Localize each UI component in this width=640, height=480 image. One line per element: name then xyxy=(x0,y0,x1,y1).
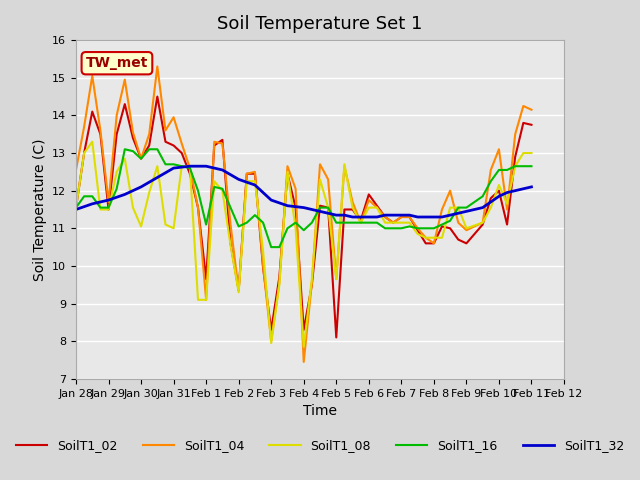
Line: SoilT1_04: SoilT1_04 xyxy=(76,66,531,362)
SoilT1_32 xyxy=(340,212,348,218)
SoilT1_32 xyxy=(137,184,145,190)
SoilT1_08 xyxy=(300,344,308,350)
SoilT1_32 xyxy=(527,184,535,190)
Line: SoilT1_02: SoilT1_02 xyxy=(76,96,531,337)
SoilT1_04 xyxy=(381,214,389,220)
SoilT1_32 xyxy=(186,163,194,169)
SoilT1_32 xyxy=(88,201,96,207)
Y-axis label: Soil Temperature (C): Soil Temperature (C) xyxy=(33,138,47,281)
SoilT1_32 xyxy=(72,206,80,212)
SoilT1_02 xyxy=(332,335,340,340)
Text: TW_met: TW_met xyxy=(86,56,148,70)
SoilT1_04 xyxy=(80,124,88,130)
SoilT1_32 xyxy=(495,193,503,199)
SoilT1_32 xyxy=(105,197,113,203)
SoilT1_32 xyxy=(430,214,438,220)
SoilT1_32 xyxy=(154,175,161,180)
SoilT1_02 xyxy=(340,206,348,212)
SoilT1_08 xyxy=(527,150,535,156)
SoilT1_16 xyxy=(430,226,438,231)
SoilT1_32 xyxy=(121,192,129,197)
SoilT1_16 xyxy=(340,220,348,226)
SoilT1_16 xyxy=(121,146,129,152)
X-axis label: Time: Time xyxy=(303,404,337,418)
SoilT1_02 xyxy=(243,171,251,177)
SoilT1_32 xyxy=(397,212,405,218)
Legend: SoilT1_02, SoilT1_04, SoilT1_08, SoilT1_16, SoilT1_32: SoilT1_02, SoilT1_04, SoilT1_08, SoilT1_… xyxy=(11,434,629,457)
SoilT1_02 xyxy=(80,150,88,156)
Line: SoilT1_32: SoilT1_32 xyxy=(76,166,531,217)
SoilT1_32 xyxy=(487,199,495,205)
SoilT1_02 xyxy=(527,122,535,128)
SoilT1_16 xyxy=(268,244,275,250)
SoilT1_04 xyxy=(154,63,161,69)
Title: Soil Temperature Set 1: Soil Temperature Set 1 xyxy=(218,15,422,33)
SoilT1_32 xyxy=(300,204,308,210)
SoilT1_32 xyxy=(202,163,210,169)
SoilT1_32 xyxy=(470,206,478,212)
SoilT1_32 xyxy=(170,165,177,171)
SoilT1_02 xyxy=(72,204,80,210)
SoilT1_32 xyxy=(332,212,340,218)
SoilT1_32 xyxy=(365,214,372,220)
SoilT1_02 xyxy=(381,214,389,220)
SoilT1_32 xyxy=(479,204,486,210)
SoilT1_32 xyxy=(381,212,389,218)
SoilT1_16 xyxy=(381,226,389,231)
SoilT1_32 xyxy=(406,212,413,218)
SoilT1_08 xyxy=(365,204,372,210)
SoilT1_32 xyxy=(503,190,511,195)
SoilT1_04 xyxy=(340,163,348,169)
SoilT1_04 xyxy=(300,359,308,365)
SoilT1_32 xyxy=(316,208,324,214)
SoilT1_32 xyxy=(284,203,291,209)
SoilT1_32 xyxy=(235,177,243,182)
SoilT1_04 xyxy=(365,197,372,203)
SoilT1_02 xyxy=(365,192,372,197)
SoilT1_08 xyxy=(243,179,251,184)
Line: SoilT1_08: SoilT1_08 xyxy=(76,142,531,347)
SoilT1_16 xyxy=(72,204,80,210)
SoilT1_16 xyxy=(527,163,535,169)
SoilT1_32 xyxy=(349,214,356,220)
SoilT1_32 xyxy=(218,167,227,173)
SoilT1_32 xyxy=(422,214,429,220)
SoilT1_32 xyxy=(438,214,446,220)
SoilT1_02 xyxy=(430,240,438,246)
SoilT1_02 xyxy=(154,94,161,99)
SoilT1_32 xyxy=(268,197,275,203)
SoilT1_04 xyxy=(72,167,80,173)
SoilT1_08 xyxy=(80,150,88,156)
SoilT1_16 xyxy=(243,220,251,226)
SoilT1_32 xyxy=(373,214,381,220)
SoilT1_32 xyxy=(389,212,397,218)
SoilT1_32 xyxy=(511,188,519,193)
Line: SoilT1_16: SoilT1_16 xyxy=(76,149,531,247)
SoilT1_32 xyxy=(454,210,462,216)
SoilT1_08 xyxy=(340,161,348,167)
SoilT1_04 xyxy=(527,107,535,113)
SoilT1_16 xyxy=(365,220,372,226)
SoilT1_08 xyxy=(72,204,80,210)
SoilT1_32 xyxy=(463,208,470,214)
SoilT1_08 xyxy=(381,220,389,226)
SoilT1_32 xyxy=(446,212,454,218)
SoilT1_32 xyxy=(413,214,421,220)
SoilT1_04 xyxy=(430,240,438,246)
SoilT1_32 xyxy=(251,182,259,188)
SoilT1_08 xyxy=(88,139,96,144)
SoilT1_04 xyxy=(243,171,251,177)
SoilT1_08 xyxy=(430,235,438,240)
SoilT1_32 xyxy=(357,214,365,220)
SoilT1_16 xyxy=(80,193,88,199)
SoilT1_32 xyxy=(520,186,527,192)
